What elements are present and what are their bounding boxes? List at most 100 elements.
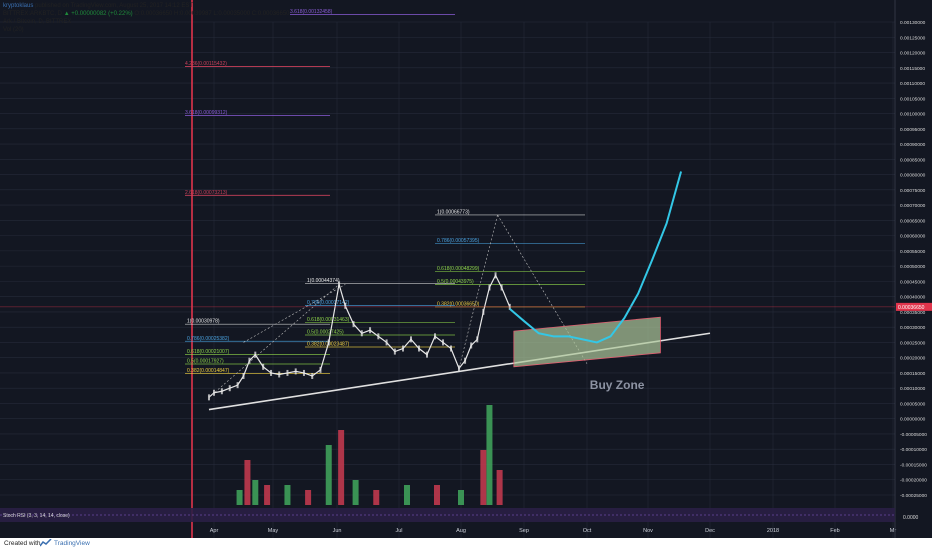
- stoch-rsi-label: Stoch RSI (3, 3, 14, 14, close): [3, 513, 70, 519]
- candle-body: [377, 333, 380, 340]
- candle-body: [470, 342, 473, 349]
- symbol-text: BITTREX:ARKBTC, D: [3, 11, 63, 17]
- candle-body: [464, 357, 467, 364]
- chart-area[interactable]: 0.00130000 0.00125000 0.00120000 0.00115000…: [0, 0, 932, 538]
- tradingview-brand[interactable]: TradingView: [54, 540, 90, 547]
- y-tick-label: 0.00060000: [900, 234, 926, 240]
- y-tick-label: 0.00065000: [900, 218, 926, 224]
- x-tick-label: Mr: [890, 528, 897, 534]
- buy-zone-box: [513, 316, 661, 368]
- candle-body: [262, 363, 265, 370]
- candle-body: [385, 339, 388, 346]
- volume-bar: [244, 460, 251, 505]
- candle-body: [402, 345, 404, 352]
- y-tick-label: 0.00100000: [900, 112, 926, 118]
- y-tick-label: -0.00025000: [900, 493, 927, 499]
- fib-extension-label: 2.618(0.00073213): [185, 190, 228, 196]
- volume-label: Vol (20): [3, 27, 24, 33]
- candle-body: [369, 327, 372, 334]
- x-tick-label: Jun: [333, 528, 342, 534]
- y-tick-label: 0.00070000: [900, 203, 926, 209]
- fib-level-label: 0.5(0.00017927): [187, 359, 224, 365]
- fib-level-label: 0.382(0.00036650): [437, 301, 480, 307]
- fib-extension-label: 3.618(0.00132458): [290, 9, 333, 15]
- y-tick-label: 0.00075000: [900, 188, 926, 194]
- y-tick-label: 0.00025000: [900, 340, 926, 346]
- ohlc-text: O:0.00036650 H:0.00039987 L:0.00035000 C…: [134, 11, 290, 17]
- y-tick-label: 0.00045000: [900, 279, 926, 285]
- publish-line: kryptoklaus published on TradingView.com…: [3, 2, 290, 10]
- candle-body: [426, 351, 428, 358]
- y-tick-label: 0.00095000: [900, 127, 926, 133]
- candle-body: [360, 330, 363, 337]
- candle-body: [254, 351, 257, 358]
- y-tick-label: 0.00020000: [900, 356, 926, 362]
- y-tick-label: -0.00010000: [900, 447, 927, 453]
- candle-body: [442, 339, 444, 346]
- price-chart[interactable]: 0.00130000 0.00125000 0.00120000 0.00115000…: [0, 0, 932, 538]
- y-tick-label: 0.00005000: [900, 401, 926, 407]
- candle-body: [270, 369, 273, 376]
- y-tick-label: -0.00005000: [900, 432, 927, 438]
- volume-bar: [373, 490, 380, 505]
- fib-extension-label: 4.236(0.00115432): [185, 61, 227, 67]
- volume-bar: [236, 490, 243, 505]
- fib-level-label: 0.5(0.00043975): [437, 279, 474, 285]
- y-tick-label: 0.00090000: [900, 142, 926, 148]
- volume-bar: [338, 430, 345, 505]
- volume-bar: [496, 470, 503, 505]
- y-tick-label: 0.00015000: [900, 371, 926, 377]
- x-tick-label: Nov: [643, 528, 653, 534]
- x-tick-label: Feb: [830, 528, 839, 534]
- x-tick-label: May: [268, 528, 279, 534]
- y-tick-label: 0.00055000: [900, 249, 926, 255]
- candle-body: [278, 371, 281, 378]
- candle-body: [488, 284, 491, 291]
- candle-body: [319, 366, 322, 373]
- candle-body: [500, 284, 503, 291]
- fib-level-label: 1(0.00066773): [437, 209, 470, 215]
- publish-info: published on TradingView.com, August 25,…: [35, 3, 194, 9]
- fib-level-label: 1(0.00044374): [307, 278, 340, 284]
- fib-level-label: 0.618(0.00031463): [307, 317, 350, 323]
- volume-bar: [486, 405, 493, 505]
- y-tick-label: 0.00050000: [900, 264, 926, 270]
- candle-body: [228, 385, 231, 392]
- y-tick-label: 0.00040000: [900, 295, 926, 301]
- symbol-line: BITTREX:ARKBTC, D ▲ +0.00000082 (+0.22%)…: [3, 10, 290, 18]
- footer-bar: Created with TradingView: [0, 538, 932, 550]
- fib-level-label: 1(0.00030978): [187, 319, 220, 325]
- series-title: Ark / Bitcoin, D, BITTREX: [3, 19, 72, 25]
- volume-bar: [458, 490, 464, 505]
- fib-level-label: 0.618(0.00021007): [187, 349, 230, 355]
- fib-extension-label: 3.618(0.00099312): [185, 110, 228, 116]
- fib-level-label: 0.786(0.00037142): [307, 300, 350, 306]
- y-tick-label: 0.00120000: [900, 51, 926, 57]
- candle-body: [236, 382, 239, 389]
- candle-body: [418, 345, 420, 352]
- candle-body: [242, 372, 245, 379]
- author-link[interactable]: kryptoklaus: [3, 3, 34, 9]
- x-tick-label: Aug: [456, 528, 466, 534]
- x-tick-label: Apr: [210, 528, 219, 534]
- volume-bar: [480, 450, 487, 505]
- x-tick-label: Jul: [395, 528, 402, 534]
- y-tick-label: 0.00110000: [900, 81, 925, 87]
- candle-body: [302, 369, 305, 376]
- volume-bar: [352, 480, 359, 505]
- projection-path: [509, 171, 683, 344]
- candle-body: [286, 369, 289, 376]
- last-price-label: 0.00036650: [898, 305, 925, 311]
- y-tick-label: 0.00080000: [900, 173, 926, 179]
- volume-bar: [325, 445, 332, 505]
- volume-bar: [404, 485, 410, 505]
- volume-bar: [284, 485, 291, 505]
- x-tick-label: Sep: [519, 528, 529, 534]
- candle-body: [476, 336, 479, 343]
- candle-body: [393, 348, 396, 355]
- candle-body: [482, 308, 485, 315]
- y-tick-label: 0.00010000: [900, 386, 926, 392]
- y-tick-label: 0.00000000: [900, 417, 926, 423]
- fib-level-label: 0.5(0.00027425): [307, 330, 344, 336]
